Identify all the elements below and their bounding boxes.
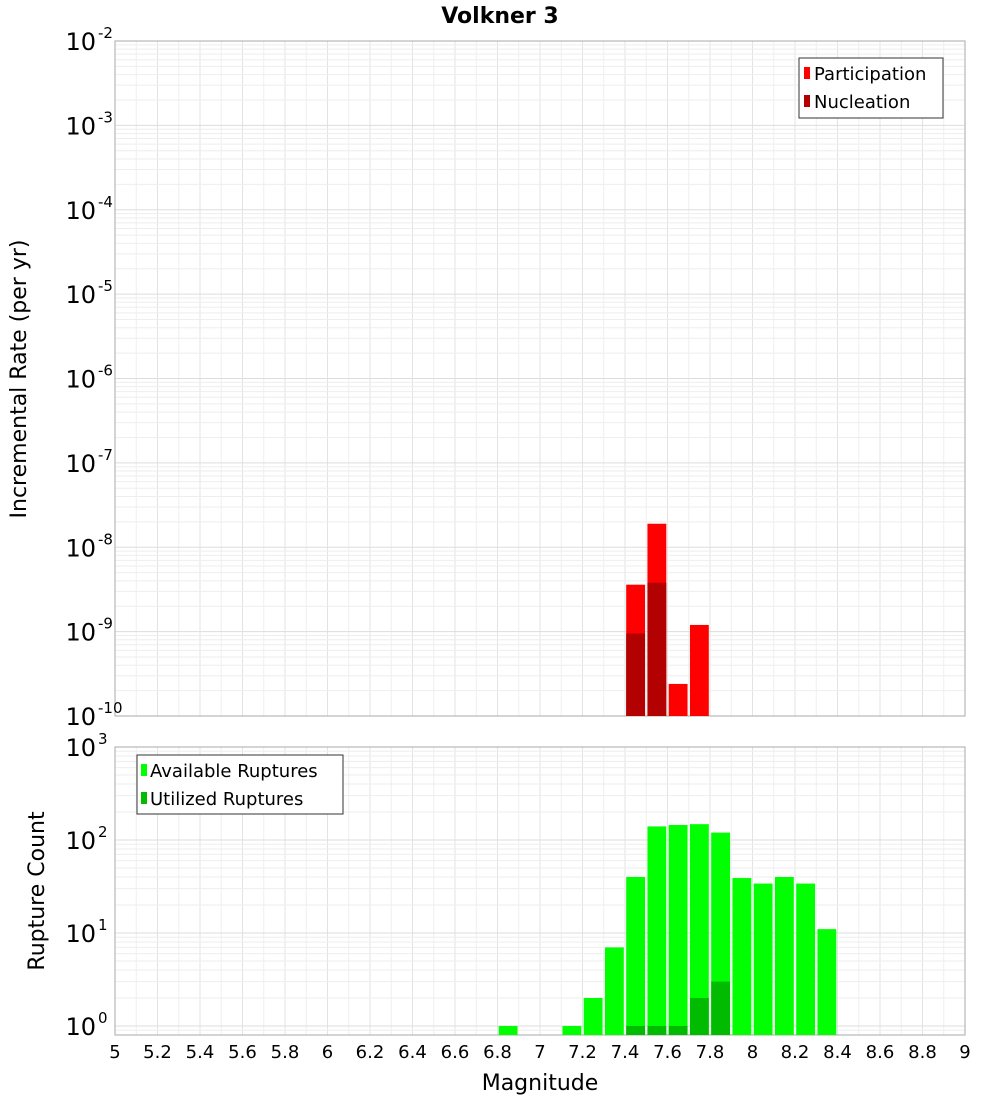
rate-grid xyxy=(114,41,966,717)
rate-plot-frame xyxy=(114,40,966,717)
y-tick-exponent: -9 xyxy=(98,615,113,633)
rate-y-axis-label: Incremental Rate (per yr) xyxy=(7,240,32,519)
bar xyxy=(647,582,667,716)
y-tick-label: 10 xyxy=(65,1013,96,1041)
bar xyxy=(668,1025,688,1035)
y-tick-exponent: 2 xyxy=(98,823,108,841)
bar xyxy=(626,877,646,1035)
x-tick-label: 8.4 xyxy=(823,1042,852,1063)
y-tick-label: 10 xyxy=(65,112,96,140)
x-tick-label: 7.8 xyxy=(696,1042,725,1063)
bar xyxy=(689,997,709,1035)
y-tick-exponent: -4 xyxy=(98,193,113,211)
x-tick-label: 5 xyxy=(109,1042,120,1063)
available-ruptures-swatch xyxy=(141,764,147,776)
bar xyxy=(647,1025,667,1035)
y-tick-label: 10 xyxy=(65,366,96,394)
x-tick-label: 7.4 xyxy=(611,1042,640,1063)
rate-legend: Participation Nucleation xyxy=(798,57,944,119)
x-tick-label: 8.6 xyxy=(866,1042,895,1063)
bar xyxy=(753,883,773,1035)
bar xyxy=(668,683,688,716)
bar xyxy=(732,878,752,1035)
x-tick-label: 5.4 xyxy=(186,1042,215,1063)
count-y-axis-label: Rupture Count xyxy=(25,811,50,971)
y-tick-label: 10 xyxy=(65,28,96,56)
bar xyxy=(796,883,816,1035)
bar xyxy=(604,947,624,1035)
y-tick-label: 10 xyxy=(65,197,96,225)
x-tick-label: 6.4 xyxy=(398,1042,427,1063)
y-tick-exponent: -7 xyxy=(98,446,113,464)
bar xyxy=(817,929,837,1035)
participation-swatch xyxy=(804,67,810,79)
utilized-ruptures-legend-label: Utilized Ruptures xyxy=(150,789,303,810)
bar xyxy=(647,826,667,1035)
y-tick-exponent: -10 xyxy=(98,699,123,717)
x-tick-label: 9 xyxy=(959,1042,970,1063)
bar xyxy=(774,877,794,1035)
count-plot-frame xyxy=(114,746,966,1036)
y-tick-label: 10 xyxy=(65,920,96,948)
x-tick-label: 8 xyxy=(747,1042,758,1063)
bar xyxy=(668,824,688,1035)
x-tick-label: 8.2 xyxy=(781,1042,810,1063)
y-tick-exponent: 3 xyxy=(98,730,108,748)
rate-legend-box xyxy=(798,57,944,119)
y-tick-exponent: -8 xyxy=(98,530,113,548)
bar xyxy=(498,1025,518,1035)
available-ruptures-legend-label: Available Ruptures xyxy=(150,761,318,782)
y-tick-label: 10 xyxy=(65,450,96,478)
x-tick-label: 5.8 xyxy=(271,1042,300,1063)
x-tick-label: 7 xyxy=(534,1042,545,1063)
x-axis-ticks: 5 5.2 5.4 5.6 5.8 6 6.2 6.4 6.6 6.8 7 7.2 7.4 7.6 7.8 8… xyxy=(109,1042,970,1063)
bar xyxy=(626,633,646,716)
y-tick-exponent: -6 xyxy=(98,362,113,380)
y-tick-exponent: 0 xyxy=(98,1009,108,1027)
bar xyxy=(626,1025,646,1035)
y-tick-label: 10 xyxy=(65,703,96,731)
x-tick-label: 7.2 xyxy=(568,1042,597,1063)
count-legend: Available Ruptures Utilized Ruptures xyxy=(136,754,344,815)
y-tick-label: 10 xyxy=(65,534,96,562)
y-tick-exponent: -3 xyxy=(98,108,113,126)
x-tick-label: 6 xyxy=(322,1042,333,1063)
x-tick-label: 5.2 xyxy=(143,1042,172,1063)
x-tick-label: 5.6 xyxy=(228,1042,257,1063)
y-tick-label: 10 xyxy=(65,734,96,762)
x-tick-label: 6.6 xyxy=(441,1042,470,1063)
x-axis-label: Magnitude xyxy=(482,1071,599,1096)
y-tick-exponent: -2 xyxy=(98,24,113,42)
rate-bars xyxy=(626,523,709,716)
nucleation-swatch xyxy=(804,95,810,107)
x-tick-label: 7.6 xyxy=(653,1042,682,1063)
y-tick-label: 10 xyxy=(65,827,96,855)
y-tick-label: 10 xyxy=(65,619,96,647)
bar xyxy=(711,981,731,1035)
x-tick-label: 8.8 xyxy=(908,1042,937,1063)
bar xyxy=(583,997,603,1035)
y-tick-label: 10 xyxy=(65,281,96,309)
x-tick-label: 6.8 xyxy=(483,1042,512,1063)
bar xyxy=(562,1025,582,1035)
bar xyxy=(689,624,709,716)
count-bars xyxy=(498,824,837,1035)
y-tick-exponent: 1 xyxy=(98,916,108,934)
count-legend-box xyxy=(136,754,344,815)
nucleation-legend-label: Nucleation xyxy=(814,92,910,113)
y-tick-exponent: -5 xyxy=(98,277,113,295)
utilized-ruptures-swatch xyxy=(141,792,147,804)
participation-legend-label: Participation xyxy=(814,64,926,85)
bar xyxy=(689,824,709,1035)
x-tick-label: 6.2 xyxy=(356,1042,385,1063)
chart-title: Volkner 3 xyxy=(441,4,559,29)
